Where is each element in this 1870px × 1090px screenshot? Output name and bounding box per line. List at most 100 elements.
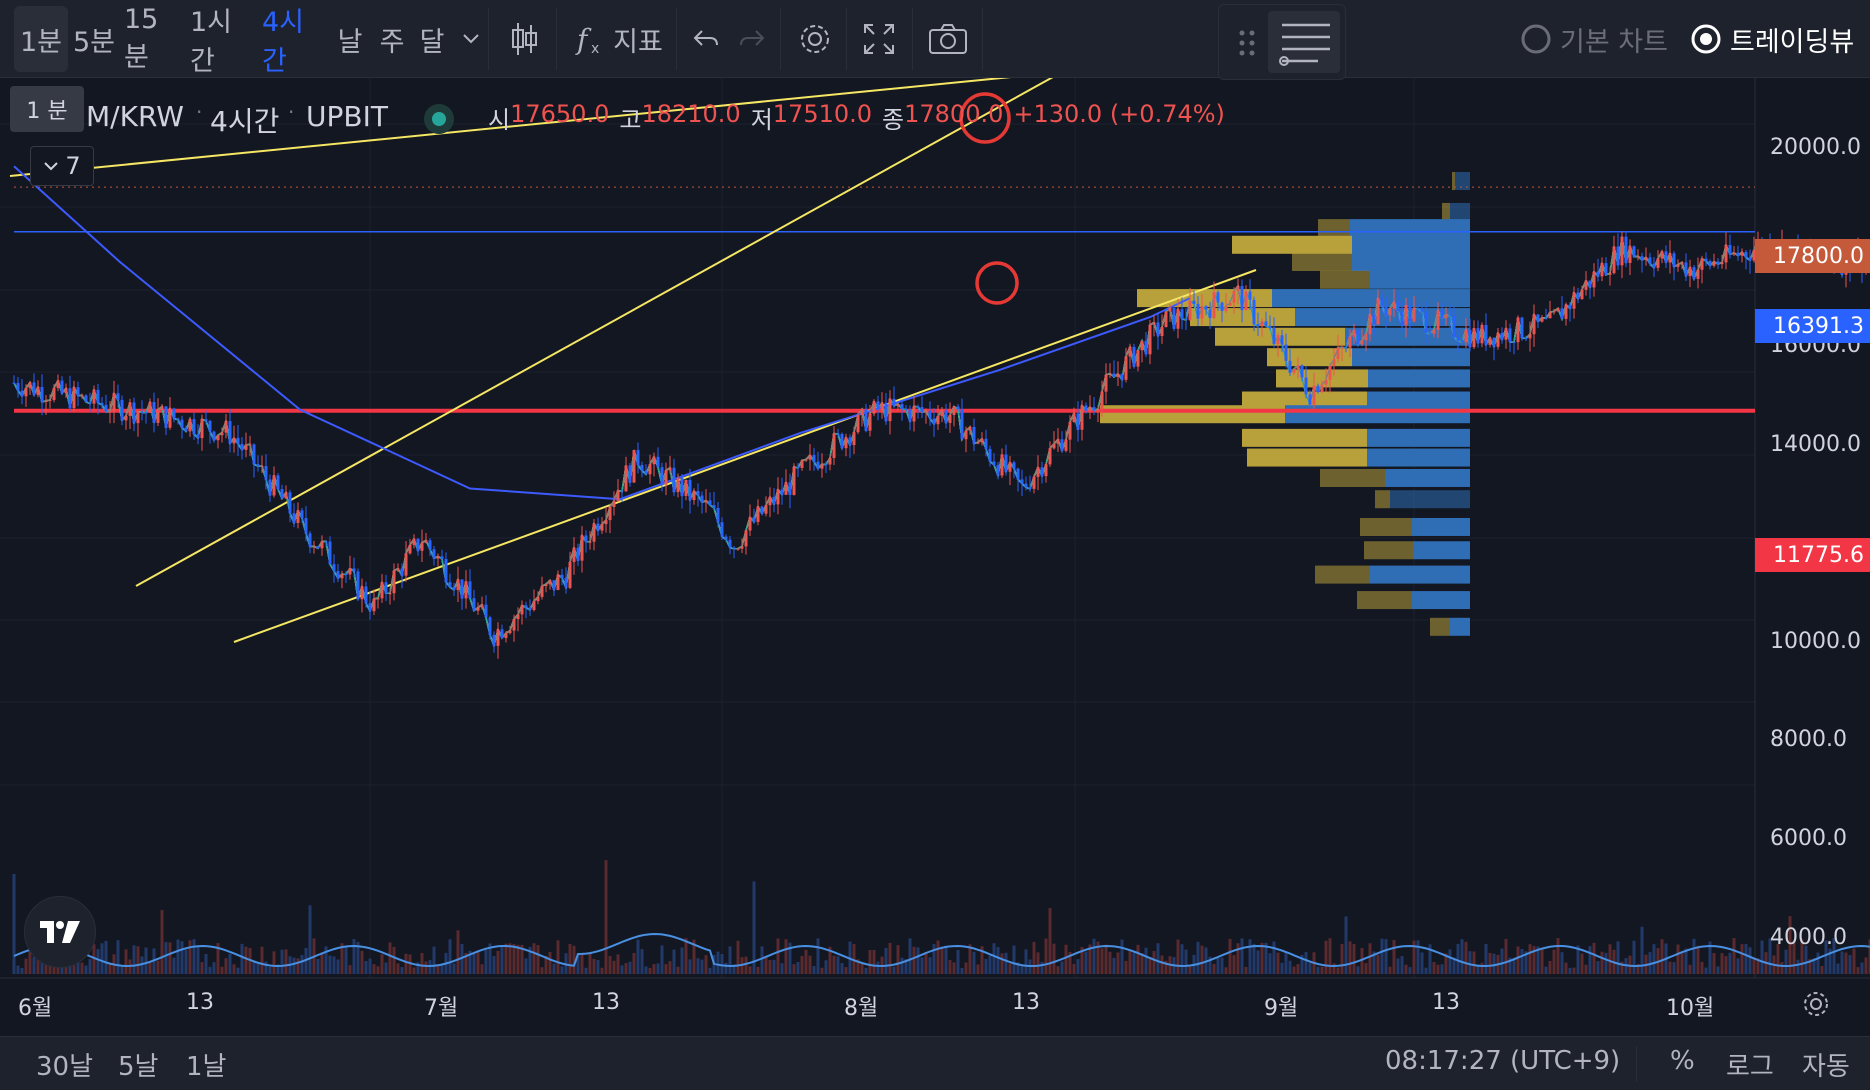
volume-bar [1376,954,1380,974]
camera-icon[interactable] [922,0,974,78]
volume-bar [964,962,968,974]
interval-1h-button[interactable]: 1시간 [190,7,233,77]
candle-body [1460,340,1464,343]
candle-body [908,409,912,422]
gear-icon[interactable] [1800,988,1832,1024]
candle-body [504,633,508,639]
toolbar-divider [488,8,489,70]
candle-body [1652,263,1656,268]
auto-scale-button[interactable]: 자동 [1802,1052,1850,1082]
volume-bar [1240,938,1244,974]
candle-body [720,522,724,537]
volume-bar [1568,967,1572,974]
candle-body [680,478,684,496]
gear-icon[interactable] [792,0,838,78]
range-1d-button[interactable]: 1날 [186,1052,227,1082]
volume-bar [1292,966,1296,974]
chevron-down-icon[interactable] [454,0,488,78]
volume-bar [700,959,704,974]
volume-bar [1288,960,1292,974]
percent-scale-button[interactable]: % [1670,1046,1695,1076]
volume-bar [908,938,912,974]
volume-bar [1416,940,1420,974]
volume-bars [12,860,1870,974]
interval-month-button[interactable]: 달 [419,26,445,58]
volume-bar [420,953,424,974]
candle-body [180,419,184,428]
candle-body [1128,346,1132,357]
volume-bar [1216,957,1220,974]
fullscreen-icon[interactable] [856,0,902,78]
interval-15m-button[interactable]: 15분 [124,4,159,73]
price-chart[interactable] [0,78,1870,1036]
candle-body [952,406,956,416]
candle-body [68,388,72,409]
indicator-toggle-button[interactable]: 7 [30,146,94,186]
volume-bar [144,947,148,974]
volume-profile-up-bar [1318,219,1350,238]
volume-bar [492,956,496,974]
volume-bar [92,944,96,974]
candle-body [1540,317,1544,322]
candle-body [1592,271,1596,288]
candle-body [580,535,584,561]
undo-icon[interactable] [686,0,726,78]
candlestick-icon[interactable] [500,0,548,78]
candlesticks [12,229,1870,659]
candle-body [704,500,708,503]
range-30d-button[interactable]: 30날 [36,1052,94,1082]
interval-4h-button[interactable]: 4시간 [262,7,305,77]
volume-bar [1016,962,1020,974]
ohlc-readout: 시 17650.0 고 18210.0 저 17510.0 종 17800.0 … [488,100,1225,135]
candle-body [780,489,784,495]
volume-bar [792,964,796,974]
candle-body [1740,251,1744,256]
volume-bar [48,965,52,974]
interval-5m-button[interactable]: 5분 [72,26,116,58]
interval-day-button[interactable]: 날 [337,26,363,58]
interval-week-button[interactable]: 주 [379,26,405,58]
volume-bar [1124,960,1128,974]
candle-body [672,467,676,493]
volume-bar [192,939,196,974]
redo-icon[interactable] [732,0,772,78]
log-scale-button[interactable]: 로그 [1726,1052,1774,1082]
candle-body [1728,244,1732,255]
indicators-button[interactable]: 지표 [613,26,663,58]
candle-body [1736,252,1740,256]
volume-bar [1492,953,1496,974]
drawing-toolbar[interactable] [1218,4,1346,80]
candle-body [940,410,944,417]
volume-bar [460,943,464,974]
volume-bar [616,954,620,974]
candle-body [660,467,664,485]
volume-bar [1468,951,1472,974]
interval-1m-button[interactable]: 1분 [14,6,68,72]
volume-bar [1776,943,1780,974]
candle-body [1316,385,1320,393]
range-5d-button[interactable]: 5날 [118,1052,159,1082]
volume-bar [528,946,532,974]
volume-bar [512,944,516,974]
volume-bar [1068,951,1072,974]
volume-bar [384,962,388,974]
volume-bar [896,945,900,974]
clock-label: 08:17:27 (UTC+9) [1385,1046,1621,1076]
candle-body [1212,292,1216,318]
candle-body [1608,273,1612,275]
volume-bar [1488,952,1492,974]
volume-bar [1272,941,1276,974]
tradingview-radio[interactable]: 트레이딩뷰 [1690,0,1870,78]
volume-bar [1056,966,1060,974]
tradingview-logo-icon[interactable] [24,896,96,968]
volume-bar [536,945,540,974]
candle-body [152,402,156,423]
candle-body [1032,476,1036,489]
basic-chart-radio[interactable]: 기본 차트 [1520,0,1680,78]
candle-body [304,518,308,534]
volume-bar [860,963,864,974]
candle-body [1416,308,1420,310]
candle-body [320,541,324,549]
candle-body [208,420,212,432]
